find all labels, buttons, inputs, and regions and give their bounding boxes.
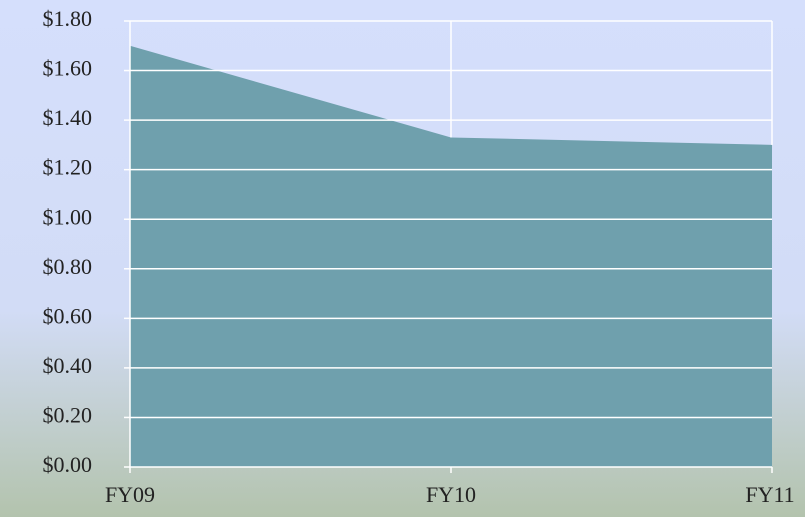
y-tick-label: $1.20 bbox=[43, 155, 93, 180]
y-tick-label: $0.20 bbox=[43, 402, 93, 427]
y-tick-label: $0.40 bbox=[43, 353, 93, 378]
y-tick-label: $1.40 bbox=[43, 105, 93, 130]
x-tick-label: FY11 bbox=[745, 482, 794, 507]
x-tick-label: FY10 bbox=[426, 482, 476, 507]
area bbox=[130, 45, 772, 468]
y-tick-label: $0.60 bbox=[43, 303, 93, 328]
y-tick-label: $1.60 bbox=[43, 56, 93, 81]
x-tick-label: FY09 bbox=[105, 482, 155, 507]
y-tick-label: $0.00 bbox=[43, 452, 93, 477]
y-tick-label: $1.80 bbox=[43, 6, 93, 31]
y-tick-label: $0.80 bbox=[43, 254, 93, 279]
y-tick-label: $1.00 bbox=[43, 204, 93, 229]
